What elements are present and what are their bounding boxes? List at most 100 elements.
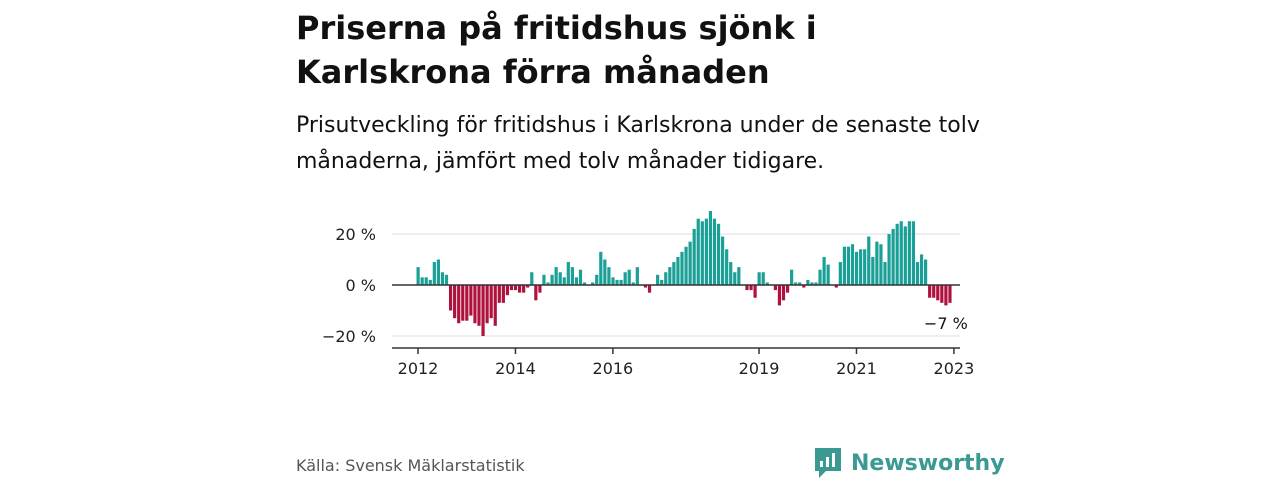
bar: [444, 274, 449, 285]
x-tick-label: 2021: [836, 359, 877, 378]
bar: [550, 274, 554, 285]
bar: [457, 285, 461, 324]
bar: [570, 267, 574, 285]
bar: [542, 274, 546, 285]
bar: [518, 285, 522, 293]
bar: [879, 244, 883, 285]
end-value-label: −7 %: [924, 314, 968, 333]
bar: [737, 267, 741, 285]
bar: [453, 285, 457, 319]
bar: [420, 277, 424, 285]
bar: [574, 277, 579, 285]
bar: [729, 262, 733, 285]
bar: [883, 262, 887, 285]
bar: [854, 251, 859, 285]
bar: [822, 256, 826, 285]
bar: [936, 285, 940, 301]
bar: [790, 269, 794, 285]
bar: [676, 256, 680, 285]
bar: [497, 285, 501, 303]
bar: [623, 272, 627, 285]
bar: [493, 285, 497, 326]
bar: [859, 249, 863, 285]
bar: [818, 269, 822, 285]
bar: [631, 282, 635, 285]
x-tick-label: 2019: [739, 359, 780, 378]
bar: [761, 272, 765, 285]
y-tick-label: 0 %: [346, 276, 376, 295]
bar: [635, 267, 639, 285]
bar: [692, 228, 696, 285]
bar: [595, 274, 599, 285]
bar: [757, 272, 761, 285]
bar: [696, 218, 700, 285]
bar: [436, 259, 440, 285]
brand-logo: Newsworthy: [813, 446, 1005, 480]
bar: [672, 262, 676, 285]
bar: [546, 282, 550, 285]
bar: [721, 236, 725, 285]
bar: [684, 246, 688, 285]
bar: [473, 285, 477, 324]
bar: [627, 269, 631, 285]
bar: [668, 267, 672, 285]
bar: [461, 285, 465, 321]
bar: [660, 279, 664, 285]
bar: [481, 285, 485, 336]
x-tick-label: 2023: [934, 359, 975, 378]
bar: [911, 221, 916, 285]
bar: [534, 285, 538, 301]
bar: [688, 241, 692, 285]
bar: [530, 272, 534, 285]
bar: [428, 279, 432, 285]
bar-chart: 20 % 0 % −20 % 2012 2014 2016 2019 2021 2023 −7 %: [322, 211, 975, 378]
bar: [562, 277, 566, 285]
bar: [509, 285, 514, 291]
x-tick-label: 2012: [398, 359, 439, 378]
bar: [432, 262, 436, 285]
bar: [745, 285, 749, 291]
bar: [558, 272, 562, 285]
bar: [794, 282, 798, 285]
bar: [591, 282, 595, 285]
newsworthy-logo-icon: [815, 448, 841, 478]
bar: [887, 234, 891, 285]
bar: [924, 259, 928, 285]
bar: [773, 285, 777, 291]
bar: [834, 285, 838, 288]
bar: [643, 285, 648, 288]
bar: [680, 251, 684, 285]
bar: [615, 279, 619, 285]
bar: [842, 246, 846, 285]
bar: [785, 285, 790, 293]
bar: [440, 272, 445, 285]
bar: [708, 211, 713, 285]
bar: [798, 282, 802, 285]
bar: [838, 262, 842, 285]
bar: [526, 285, 530, 288]
bar: [424, 277, 428, 285]
bar: [932, 285, 936, 298]
bar: [489, 285, 493, 319]
y-tick-label: −20 %: [322, 327, 376, 346]
bar: [465, 285, 469, 321]
bar: [647, 285, 652, 293]
bar: [948, 285, 952, 303]
bar: [802, 285, 806, 288]
brand-name: Newsworthy: [851, 450, 1005, 476]
bar: [725, 249, 729, 285]
bar: [940, 285, 944, 303]
bar: [903, 226, 907, 285]
bar: [505, 285, 510, 296]
bar: [416, 267, 420, 285]
bar: [619, 279, 623, 285]
chart-title: Priserna på fritidshus sjönk i Karlskron…: [296, 9, 817, 91]
bar: [522, 285, 526, 293]
bar: [867, 236, 871, 285]
x-tick-label: 2016: [593, 359, 634, 378]
bar: [753, 285, 757, 298]
bar: [871, 256, 875, 285]
bar: [704, 218, 708, 285]
bar: [733, 272, 737, 285]
bar: [875, 241, 879, 285]
